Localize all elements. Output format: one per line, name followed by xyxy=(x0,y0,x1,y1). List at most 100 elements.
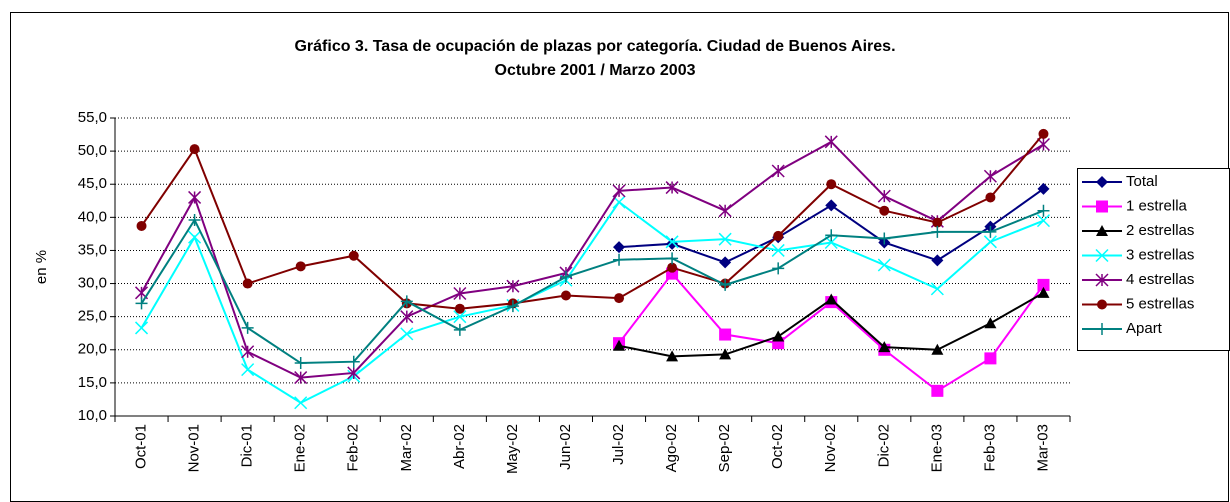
data-point xyxy=(613,253,626,266)
data-point xyxy=(135,297,148,310)
data-point xyxy=(400,295,413,308)
data-point xyxy=(560,290,571,301)
legend-label: 4 estrellas xyxy=(1126,271,1194,288)
x-tick-label: Dic-02 xyxy=(875,424,892,467)
legend-marker xyxy=(1095,248,1109,263)
chart-subtitle: Octubre 2001 / Marzo 2003 xyxy=(495,62,696,79)
data-point xyxy=(719,278,732,291)
data-point xyxy=(134,321,149,335)
data-point xyxy=(1037,278,1050,291)
data-point xyxy=(559,270,572,283)
x-tick-label: Oct-02 xyxy=(769,424,786,469)
data-point xyxy=(666,252,679,265)
legend-label: Apart xyxy=(1126,320,1163,337)
data-point xyxy=(771,164,785,178)
y-tick-label: 35,0 xyxy=(78,241,107,258)
data-point xyxy=(665,235,679,249)
data-point xyxy=(984,225,997,238)
data-point xyxy=(826,179,837,190)
x-tick-label: Ene-02 xyxy=(292,424,309,472)
data-point xyxy=(136,220,147,231)
data-point xyxy=(1037,204,1050,217)
data-point xyxy=(188,213,201,226)
legend-label: Total xyxy=(1126,173,1158,190)
data-point xyxy=(1038,128,1049,139)
x-tick-label: Jun-02 xyxy=(557,424,574,470)
data-point xyxy=(189,144,200,155)
x-tick-label: Oct-01 xyxy=(132,424,149,469)
data-point xyxy=(718,232,732,246)
data-point xyxy=(241,363,255,377)
data-point xyxy=(1036,137,1051,152)
legend-marker xyxy=(1096,176,1108,188)
data-point xyxy=(719,256,732,269)
x-tick-label: Abr-02 xyxy=(451,424,468,469)
legend-marker xyxy=(1096,200,1108,213)
data-point xyxy=(295,261,306,272)
series-line xyxy=(140,140,1044,379)
legend xyxy=(1077,168,1230,351)
data-point xyxy=(930,282,944,296)
data-point xyxy=(824,135,838,149)
data-point xyxy=(1037,286,1050,298)
chart-title: Gráfico 3. Tasa de ocupación de plazas p… xyxy=(294,38,895,55)
legend-marker xyxy=(1096,225,1108,236)
legend-label: 1 estrella xyxy=(1126,197,1188,214)
data-point xyxy=(453,286,467,301)
data-point xyxy=(985,192,996,203)
legend-marker xyxy=(1097,299,1107,310)
data-point xyxy=(613,339,626,351)
y-tick-label: 20,0 xyxy=(78,341,107,358)
x-tick-label: Ago-02 xyxy=(663,424,680,472)
x-tick-label: Jul-02 xyxy=(610,424,627,465)
x-tick-label: Sep-02 xyxy=(716,424,733,472)
data-point xyxy=(294,396,308,410)
data-point xyxy=(506,300,519,313)
y-tick-label: 25,0 xyxy=(78,308,107,325)
data-point xyxy=(877,258,891,272)
x-tick-label: Ene-03 xyxy=(928,424,945,472)
y-tick-label: 55,0 xyxy=(78,109,107,126)
data-point xyxy=(188,230,202,244)
series-line xyxy=(140,209,1044,365)
x-tick-label: Nov-02 xyxy=(822,424,839,472)
data-point xyxy=(1036,214,1051,228)
y-tick-label: 30,0 xyxy=(78,275,107,292)
legend-marker xyxy=(1096,323,1108,335)
data-point xyxy=(718,204,732,218)
data-point xyxy=(931,225,944,238)
data-point xyxy=(188,190,202,204)
data-point xyxy=(613,241,626,254)
data-point xyxy=(771,243,785,257)
y-tick-label: 50,0 xyxy=(78,142,107,159)
data-point xyxy=(666,350,679,362)
data-point xyxy=(614,293,625,304)
x-tick-label: Dic-01 xyxy=(239,424,256,467)
data-point xyxy=(453,310,467,324)
data-point xyxy=(983,235,997,249)
data-point xyxy=(242,278,253,289)
data-point xyxy=(983,169,997,183)
y-tick-label: 40,0 xyxy=(78,208,107,225)
data-point xyxy=(241,345,255,359)
legend-marker xyxy=(1095,273,1109,287)
y-tick-label: 15,0 xyxy=(78,374,107,391)
data-point xyxy=(984,352,997,365)
data-point xyxy=(719,328,732,341)
x-tick-label: Feb-02 xyxy=(345,424,362,472)
data-point xyxy=(294,357,307,370)
data-point xyxy=(984,317,997,329)
y-axis-label: en % xyxy=(33,250,50,284)
data-point xyxy=(1037,182,1050,195)
data-point xyxy=(241,321,254,334)
data-point xyxy=(347,355,360,368)
data-point xyxy=(825,229,838,242)
data-point xyxy=(348,250,359,261)
data-point xyxy=(506,279,520,293)
data-point xyxy=(825,199,838,212)
data-point xyxy=(825,293,838,305)
data-point xyxy=(400,310,414,324)
series-line xyxy=(140,200,1044,404)
legend-label: 5 estrellas xyxy=(1126,295,1194,312)
data-point xyxy=(878,232,891,245)
